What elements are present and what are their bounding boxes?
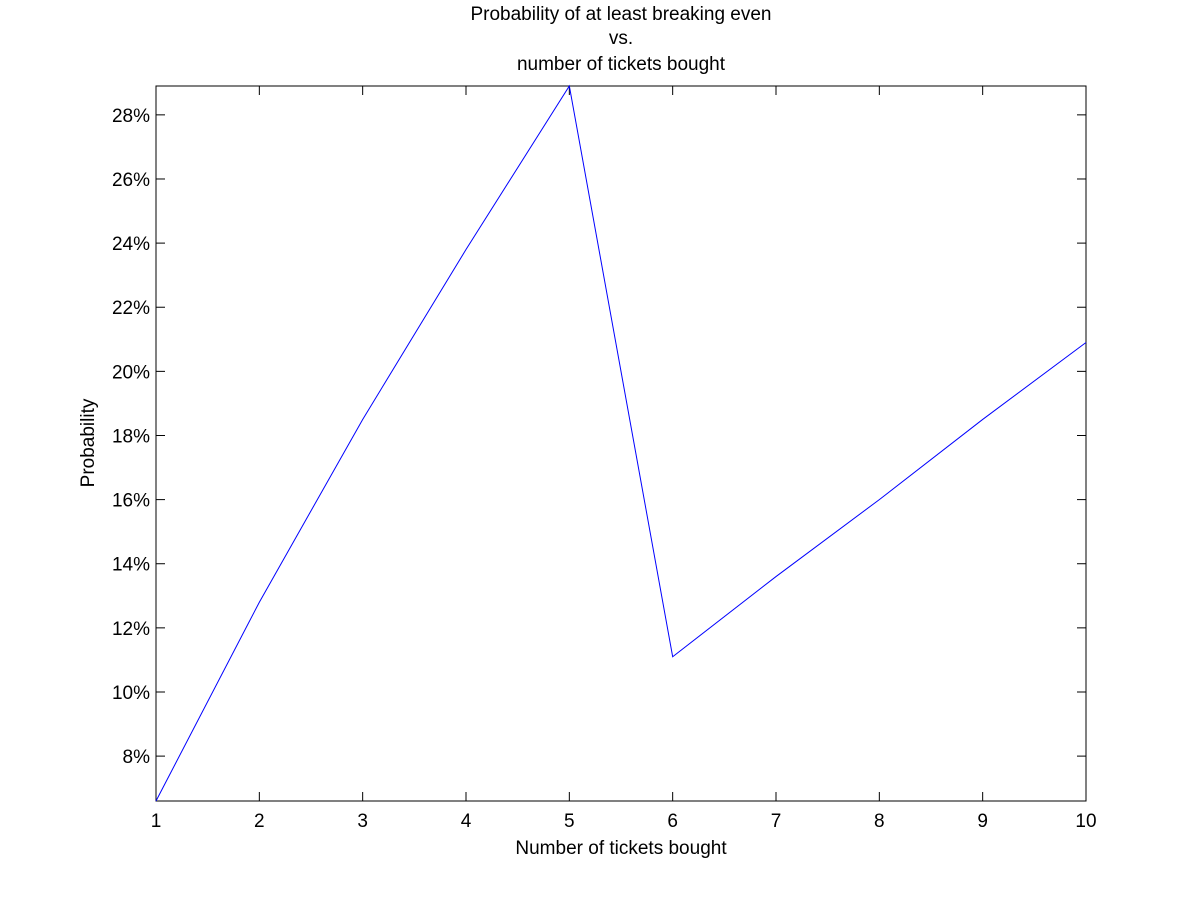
chart-title-line-2: vs. [609, 28, 633, 49]
y-tick-label: 16% [112, 491, 150, 512]
x-tick-label: 9 [977, 811, 988, 832]
x-tick-label: 5 [564, 811, 575, 832]
x-axis-label: Number of tickets bought [515, 838, 727, 859]
x-tick-label: 2 [254, 811, 265, 832]
x-tick-label: 3 [357, 811, 368, 832]
y-tick-label: 8% [123, 747, 151, 768]
x-tick-label: 8 [874, 811, 885, 832]
chart-title-line-3: number of tickets bought [517, 54, 726, 75]
y-tick-label: 20% [112, 362, 150, 383]
x-tick-label: 1 [151, 811, 162, 832]
series-lines [155, 84, 1087, 802]
y-tick-label: 18% [112, 426, 150, 447]
axes [155, 85, 1087, 802]
tick-marks [155, 86, 1087, 801]
x-tick-label: 6 [667, 811, 678, 832]
y-tick-label: 22% [112, 298, 150, 319]
tick-labels: 1 2 3 4 5 6 7 8 9 10 8% 10% 12% 14% 16% 18% 20% 22% 24% 26%… [112, 106, 1097, 832]
chart-title: Probability of at least breaking even vs… [470, 4, 771, 75]
plot-area-frame [155, 85, 1087, 802]
y-tick-label: 14% [112, 555, 150, 576]
x-tick-label: 7 [771, 811, 782, 832]
chart-title-line-1: Probability of at least breaking even [470, 4, 771, 25]
y-tick-label: 28% [112, 106, 150, 127]
x-tick-label: 4 [461, 811, 472, 832]
y-tick-label: 24% [112, 234, 150, 255]
y-tick-label: 26% [112, 170, 150, 191]
x-tick-label: 10 [1075, 811, 1096, 832]
y-tick-label: 10% [112, 683, 150, 704]
series-line [155, 84, 1087, 802]
y-axis-label: Probability [78, 398, 99, 487]
y-tick-label: 12% [112, 619, 150, 640]
